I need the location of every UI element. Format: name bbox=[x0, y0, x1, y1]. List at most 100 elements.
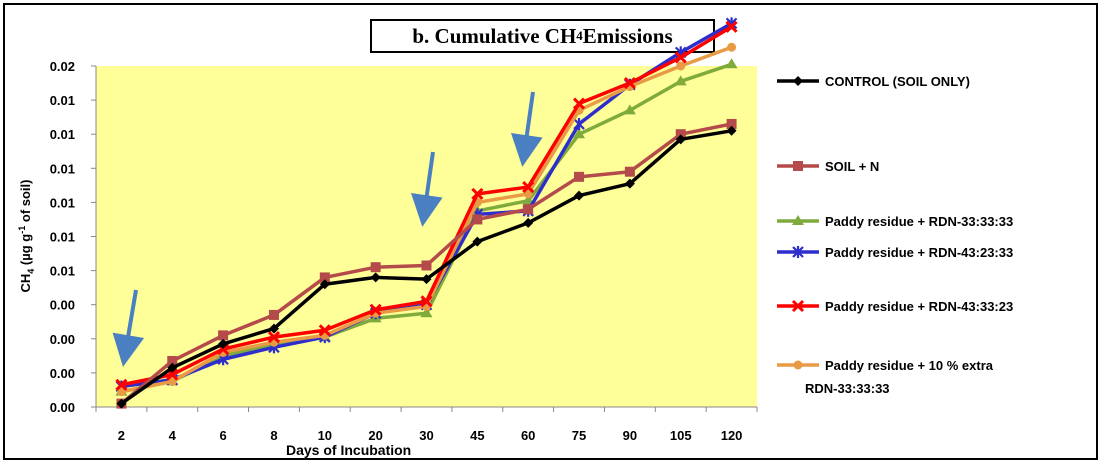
data-point bbox=[523, 204, 534, 215]
y-axis-label-rest: (µg g bbox=[18, 234, 33, 269]
x-axis-label: Days of Incubation bbox=[286, 442, 411, 458]
data-point bbox=[319, 272, 330, 283]
x-tick-label: 120 bbox=[721, 428, 743, 443]
data-point bbox=[624, 166, 635, 177]
data-point bbox=[471, 187, 484, 200]
x-tick-label: 75 bbox=[572, 428, 586, 443]
x-tick-label: 45 bbox=[470, 428, 484, 443]
data-point bbox=[318, 324, 331, 337]
legend-entry: CONTROL (SOIL ONLY) bbox=[777, 74, 970, 89]
data-point bbox=[268, 309, 279, 320]
data-point bbox=[522, 194, 535, 205]
y-tick-label: 0.01 bbox=[50, 93, 75, 108]
data-point bbox=[725, 20, 738, 33]
data-point bbox=[522, 180, 535, 194]
arrow-day-2 bbox=[112, 289, 145, 367]
data-point bbox=[167, 355, 178, 366]
data-point bbox=[623, 76, 636, 90]
x-tick-label: 10 bbox=[318, 428, 332, 443]
legend-entry: Paddy residue + 10 % extra RDN-33:33:33 bbox=[777, 358, 994, 396]
x-tick-label: 20 bbox=[368, 428, 382, 443]
arrow-day-60 bbox=[510, 91, 543, 167]
chart-title-main: b. Cumulative CH bbox=[412, 23, 577, 48]
data-point bbox=[624, 178, 635, 189]
data-point bbox=[370, 272, 381, 283]
y-axis-label-sup: -1 bbox=[17, 226, 27, 234]
legend: CONTROL (SOIL ONLY) SOIL + N Paddy residue… bbox=[777, 74, 1013, 396]
data-point bbox=[116, 398, 127, 409]
x-tick-label: 105 bbox=[670, 428, 692, 443]
y-tick-label: 0.01 bbox=[50, 230, 75, 245]
y-axis-label: CH4 (µg g-1 of soil) bbox=[17, 180, 36, 293]
x-tick-label: 6 bbox=[219, 428, 226, 443]
data-point bbox=[420, 295, 433, 308]
data-point bbox=[319, 279, 330, 290]
data-point bbox=[421, 260, 432, 271]
data-point bbox=[674, 51, 687, 64]
chart-title-end: Emissions bbox=[582, 23, 673, 48]
legend-label: Paddy residue + RDN-43:23:33 bbox=[825, 245, 1013, 260]
axes: 0.00 0.00 0.00 0.00 0.01 0.01 0.01 0.01 0.01 0.01… bbox=[50, 59, 758, 443]
data-point bbox=[574, 190, 585, 201]
data-point bbox=[523, 189, 533, 199]
data-point bbox=[268, 323, 279, 334]
y-tick-label: 0.01 bbox=[50, 127, 75, 142]
legend-marker bbox=[792, 215, 804, 225]
legend-label: Paddy residue + RDN-43:33:23 bbox=[825, 299, 1013, 314]
x-tick-label: 60 bbox=[521, 428, 535, 443]
arrow-annotations bbox=[112, 91, 543, 367]
y-tick-label: 0.00 bbox=[50, 366, 75, 381]
x-tick-label: 90 bbox=[623, 428, 637, 443]
data-point bbox=[421, 274, 432, 285]
y-tick-label: 0.00 bbox=[50, 400, 75, 415]
legend-marker bbox=[791, 299, 805, 313]
data-point bbox=[167, 376, 177, 386]
y-tick-label: 0.01 bbox=[50, 195, 75, 210]
data-point bbox=[676, 61, 686, 71]
data-point bbox=[674, 75, 687, 86]
y-tick-label: 0.01 bbox=[50, 161, 75, 176]
x-tick-label: 30 bbox=[419, 428, 433, 443]
data-point bbox=[574, 171, 585, 182]
arrow-day-30 bbox=[410, 151, 443, 227]
data-point bbox=[472, 214, 483, 225]
data-point bbox=[572, 97, 586, 110]
legend-entry: Paddy residue + RDN-43:23:33 bbox=[777, 245, 1013, 260]
data-point bbox=[727, 42, 737, 52]
y-axis-label-end: of soil) bbox=[18, 180, 33, 226]
legend-entry: Paddy residue + RDN-43:33:23 bbox=[777, 299, 1013, 314]
legend-label: SOIL + N bbox=[825, 159, 879, 174]
series-0 bbox=[116, 125, 737, 409]
data-point bbox=[675, 129, 686, 140]
legend-label: Paddy residue + RDN-33:33:33 bbox=[825, 214, 1013, 229]
legend-marker bbox=[793, 161, 803, 171]
data-point bbox=[726, 125, 737, 136]
data-point bbox=[218, 330, 229, 341]
data-point bbox=[573, 117, 585, 130]
legend-label-cont: RDN-33:33:33 bbox=[805, 381, 890, 396]
legend-marker bbox=[793, 360, 803, 370]
legend-marker bbox=[793, 76, 803, 86]
data-point bbox=[218, 338, 229, 349]
x-tick-label: 2 bbox=[118, 428, 125, 443]
data-point bbox=[573, 128, 586, 139]
y-tick-label: 0.00 bbox=[50, 332, 75, 347]
y-tick-label: 0.01 bbox=[50, 264, 75, 279]
data-point bbox=[623, 104, 636, 115]
legend-entry: Paddy residue + RDN-33:33:33 bbox=[777, 214, 1013, 229]
data-point bbox=[369, 303, 382, 316]
data-point bbox=[675, 134, 686, 145]
y-axis-label-sub: 4 bbox=[26, 269, 36, 274]
legend-label: Paddy residue + 10 % extra bbox=[825, 358, 994, 373]
x-tick-label: 4 bbox=[169, 428, 177, 443]
data-point bbox=[370, 262, 381, 273]
data-point bbox=[167, 362, 178, 373]
legend-marker bbox=[792, 246, 804, 258]
chart-title-subscript: 4 bbox=[576, 28, 583, 43]
data-point bbox=[420, 307, 433, 318]
y-axis-label-main: CH bbox=[18, 274, 33, 293]
series-layer bbox=[115, 17, 738, 409]
legend-label: CONTROL (SOIL ONLY) bbox=[825, 74, 970, 89]
data-point bbox=[116, 387, 126, 397]
